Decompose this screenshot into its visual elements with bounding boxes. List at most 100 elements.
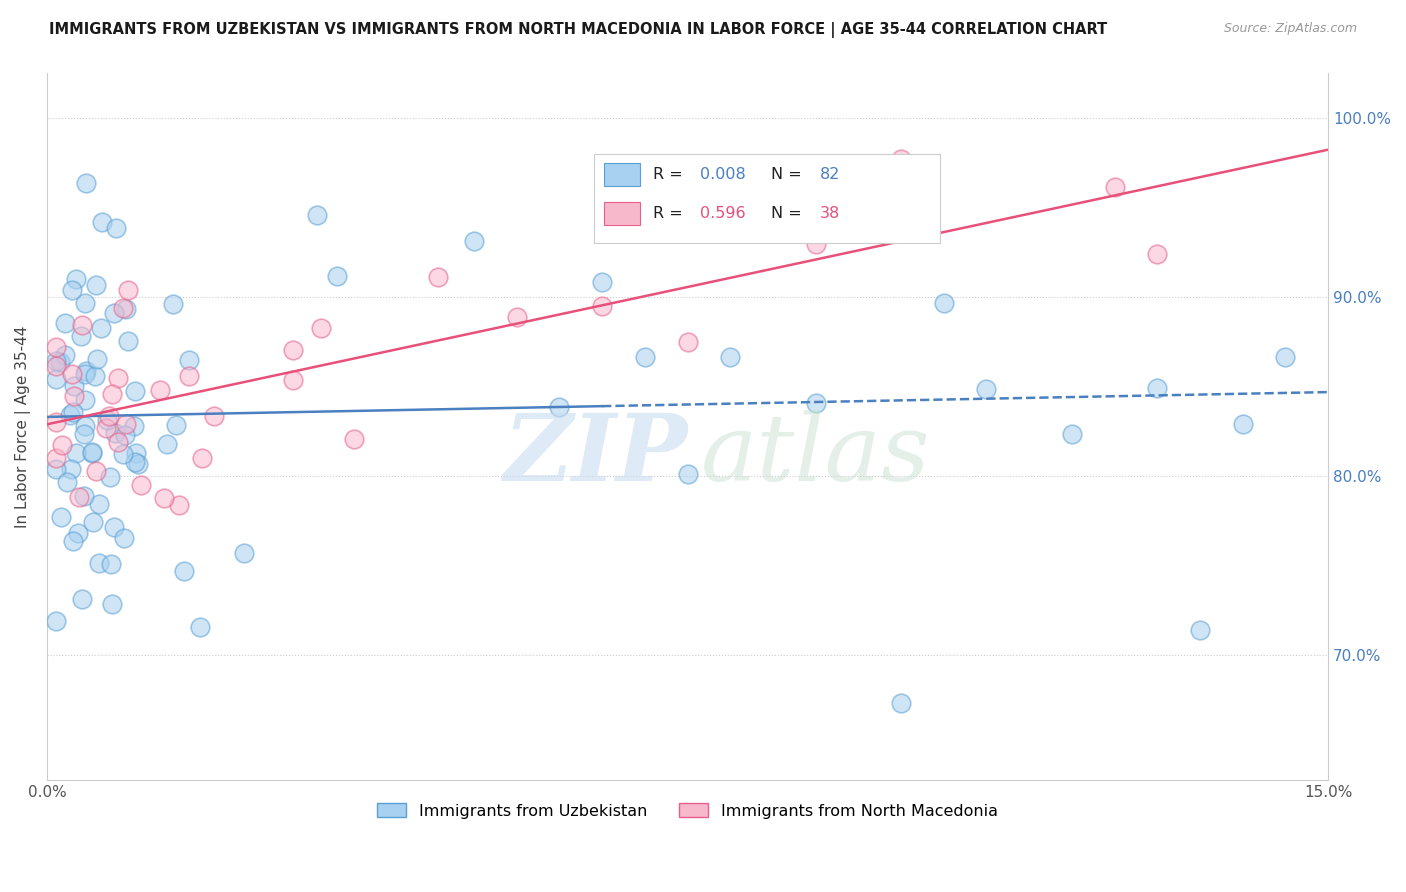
Point: [167, 499, 190, 513]
Point: [179, 369, 201, 384]
Point: [104, 425, 127, 440]
Point: [128, 457, 150, 471]
Point: [325, 268, 347, 283]
Point: [155, 436, 177, 450]
Point: [60, 367, 83, 381]
Point: [676, 467, 699, 481]
Text: R =: R =: [652, 206, 688, 221]
Point: [129, 478, 152, 492]
Point: [62, 379, 84, 393]
Point: [111, 447, 134, 461]
Point: [1274, 350, 1296, 364]
Point: [591, 299, 613, 313]
Point: [932, 296, 955, 310]
Point: [124, 455, 146, 469]
Point: [59, 461, 82, 475]
Point: [233, 546, 256, 560]
Text: N =: N =: [770, 168, 807, 182]
Point: [1104, 180, 1126, 194]
Point: [44, 615, 66, 629]
Point: [60, 284, 83, 298]
Text: 0.008: 0.008: [700, 168, 747, 182]
Point: [70, 328, 93, 343]
Point: [62, 405, 84, 419]
Point: [83, 368, 105, 383]
Point: [73, 419, 96, 434]
Point: [188, 620, 211, 634]
Point: [96, 413, 118, 427]
Point: [80, 446, 103, 460]
Point: [107, 371, 129, 385]
Text: 0.596: 0.596: [700, 206, 747, 221]
Point: [62, 389, 84, 403]
Point: [44, 450, 66, 465]
Point: [66, 525, 89, 540]
Point: [149, 383, 172, 397]
Point: [65, 272, 87, 286]
Point: [890, 153, 912, 167]
Point: [103, 306, 125, 320]
Point: [55, 475, 77, 490]
Point: [80, 445, 103, 459]
Point: [804, 396, 827, 410]
Point: [173, 564, 195, 578]
Point: [427, 269, 450, 284]
Point: [97, 409, 120, 424]
Text: 82: 82: [820, 168, 839, 182]
Point: [104, 221, 127, 235]
Point: [762, 212, 785, 227]
Point: [53, 348, 76, 362]
Point: [75, 393, 97, 408]
Point: [117, 283, 139, 297]
Point: [548, 400, 571, 414]
Point: [124, 384, 146, 398]
Point: [718, 350, 741, 364]
Point: [281, 343, 304, 358]
Point: [45, 354, 67, 368]
Point: [305, 208, 328, 222]
Point: [634, 350, 657, 364]
Point: [73, 489, 96, 503]
Point: [1060, 426, 1083, 441]
Point: [53, 317, 76, 331]
Point: [87, 556, 110, 570]
Point: [162, 297, 184, 311]
Point: [117, 334, 139, 348]
Point: [111, 301, 134, 315]
Point: [506, 310, 529, 324]
Point: [152, 491, 174, 505]
Point: [114, 427, 136, 442]
Point: [82, 515, 104, 529]
Point: [84, 464, 107, 478]
Point: [101, 597, 124, 611]
Point: [676, 334, 699, 349]
FancyBboxPatch shape: [593, 154, 941, 243]
Point: [73, 296, 96, 310]
Point: [283, 373, 305, 387]
Point: [848, 210, 870, 224]
Legend: Immigrants from Uzbekistan, Immigrants from North Macedonia: Immigrants from Uzbekistan, Immigrants f…: [371, 797, 1004, 825]
Point: [49, 509, 72, 524]
Point: [115, 417, 138, 431]
Point: [44, 359, 66, 374]
Point: [112, 531, 135, 545]
Point: [103, 520, 125, 534]
Point: [165, 417, 187, 432]
Point: [463, 234, 485, 248]
Point: [804, 237, 827, 252]
Point: [49, 355, 72, 369]
Point: [762, 218, 785, 232]
Text: N =: N =: [770, 206, 807, 221]
Point: [86, 351, 108, 366]
Bar: [605, 202, 640, 225]
Y-axis label: In Labor Force | Age 35-44: In Labor Force | Age 35-44: [15, 326, 31, 528]
Point: [90, 214, 112, 228]
Point: [84, 278, 107, 293]
Point: [125, 446, 148, 460]
Point: [107, 435, 129, 450]
Point: [73, 368, 96, 382]
Point: [87, 497, 110, 511]
Point: [122, 419, 145, 434]
Text: atlas: atlas: [700, 409, 929, 500]
Point: [94, 421, 117, 435]
